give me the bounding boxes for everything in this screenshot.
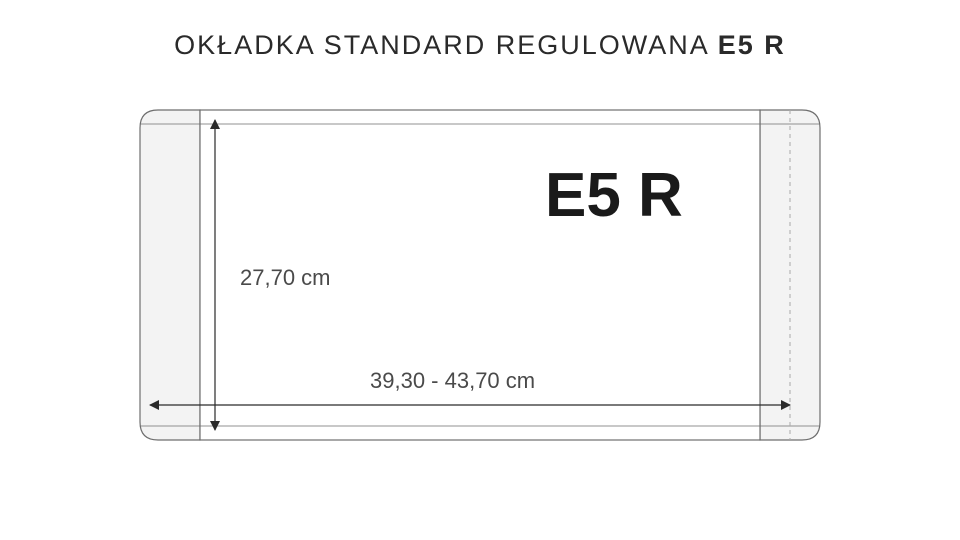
product-size-label: E5 R xyxy=(545,160,683,231)
width-dimension-label: 39,30 - 43,70 cm xyxy=(370,368,535,394)
diagram-svg xyxy=(0,0,960,540)
height-dimension-label: 27,70 cm xyxy=(240,265,331,291)
canvas: OKŁADKA STANDARD REGULOWANA E5 R E5 R 27… xyxy=(0,0,960,540)
